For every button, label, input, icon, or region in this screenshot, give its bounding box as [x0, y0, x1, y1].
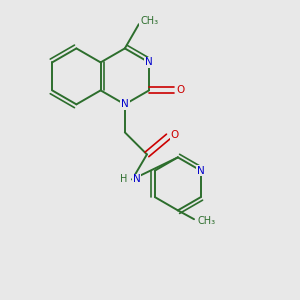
Text: N: N [133, 174, 140, 184]
Text: N: N [145, 57, 153, 68]
Text: N: N [121, 99, 129, 110]
Text: N: N [197, 166, 205, 176]
Text: CH₃: CH₃ [140, 16, 158, 26]
Text: CH₃: CH₃ [197, 216, 215, 226]
Text: O: O [171, 130, 179, 140]
Text: H: H [120, 174, 128, 184]
Text: O: O [176, 85, 185, 95]
